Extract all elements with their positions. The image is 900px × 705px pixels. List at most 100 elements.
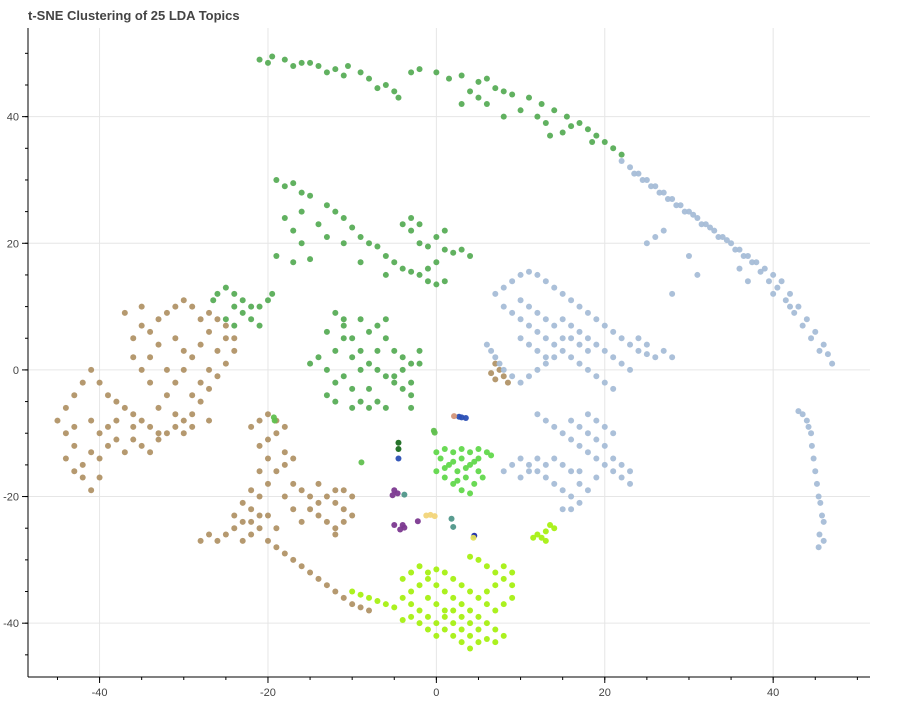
scatter-point [563, 113, 570, 120]
scatter-point [315, 221, 322, 228]
scatter-point [248, 303, 255, 310]
scatter-point [525, 268, 532, 275]
scatter-point [584, 309, 591, 316]
scatter-point [340, 506, 347, 513]
scatter-point [559, 290, 566, 297]
scatter-point [416, 360, 423, 367]
scatter-point [323, 328, 330, 335]
scatter-point [290, 227, 297, 234]
scatter-point [366, 75, 373, 82]
scatter-point [778, 278, 785, 285]
scatter-point [96, 455, 103, 462]
y-tick-label: 0 [13, 365, 19, 377]
scatter-point [264, 455, 271, 462]
scatter-point [660, 347, 667, 354]
scatter-point [715, 233, 722, 240]
scatter-point [517, 335, 524, 342]
scatter-point [677, 202, 684, 209]
scatter-point [248, 487, 255, 494]
scatter-point [399, 617, 406, 624]
scatter-point [332, 66, 339, 73]
scatter-point [509, 91, 516, 98]
scatter-point [264, 436, 271, 443]
scatter-point [509, 278, 516, 285]
scatter-point [256, 322, 263, 329]
scatter-point [450, 249, 457, 256]
scatter-point [669, 290, 676, 297]
scatter-point [163, 430, 170, 437]
scatter-point [433, 601, 440, 608]
scatter-point [584, 449, 591, 456]
scatter-point [206, 328, 213, 335]
scatter-point [496, 366, 503, 373]
scatter-point [357, 604, 364, 611]
scatter-point [500, 601, 507, 608]
scatter-point [732, 246, 739, 253]
scatter-point [408, 613, 415, 620]
scatter-point [248, 506, 255, 513]
scatter-point [130, 423, 137, 430]
scatter-point [332, 398, 339, 405]
scatter-point [248, 316, 255, 323]
scatter-point [462, 474, 469, 481]
scatter-point [610, 328, 617, 335]
scatter-point [517, 455, 524, 462]
scatter-point [451, 413, 458, 420]
scatter-point [281, 550, 288, 557]
scatter-point [618, 360, 625, 367]
scatter-point [273, 176, 280, 183]
scatter-point [96, 430, 103, 437]
scatter-point [584, 430, 591, 437]
scatter-point [416, 240, 423, 247]
scatter-point [584, 366, 591, 373]
scatter-point [803, 316, 810, 323]
scatter-point [551, 354, 558, 361]
scatter-point [559, 461, 566, 468]
scatter-point [593, 316, 600, 323]
scatter-point [458, 613, 465, 620]
scatter-point [340, 72, 347, 79]
scatter-point [685, 208, 692, 215]
scatter-point [456, 413, 463, 420]
scatter-point [492, 376, 499, 383]
scatter-point [264, 512, 271, 519]
scatter-point [290, 259, 297, 266]
scatter-point [298, 240, 305, 247]
scatter-point [433, 281, 440, 288]
scatter-point [79, 461, 86, 468]
scatter-point [808, 442, 815, 449]
scatter-point [500, 373, 507, 380]
scatter-point [496, 360, 503, 367]
scatter-point [399, 575, 406, 582]
scatter-point [138, 417, 145, 424]
scatter-point [416, 607, 423, 614]
x-tick-label: -40 [92, 687, 108, 699]
scatter-point [206, 366, 213, 373]
scatter-point [264, 297, 271, 304]
scatter-point [391, 522, 398, 529]
scatter-point [416, 347, 423, 354]
scatter-point [408, 392, 415, 399]
scatter-point [454, 477, 461, 484]
scatter-point [551, 455, 558, 462]
scatter-point [395, 455, 402, 462]
scatter-point [819, 512, 826, 519]
scatter-point [121, 449, 128, 456]
scatter-point [222, 531, 229, 538]
scatter-point [332, 309, 339, 316]
scatter-point [475, 468, 482, 475]
scatter-point [273, 430, 280, 437]
scatter-point [509, 594, 516, 601]
scatter-point [483, 588, 490, 595]
scatter-point [467, 620, 474, 627]
scatter-point [264, 59, 271, 66]
scatter-point [433, 449, 440, 456]
scatter-point [340, 594, 347, 601]
scatter-point [433, 259, 440, 266]
scatter-point [534, 271, 541, 278]
scatter-point [483, 100, 490, 107]
scatter-point [399, 594, 406, 601]
scatter-point [483, 601, 490, 608]
scatter-point [401, 491, 408, 498]
